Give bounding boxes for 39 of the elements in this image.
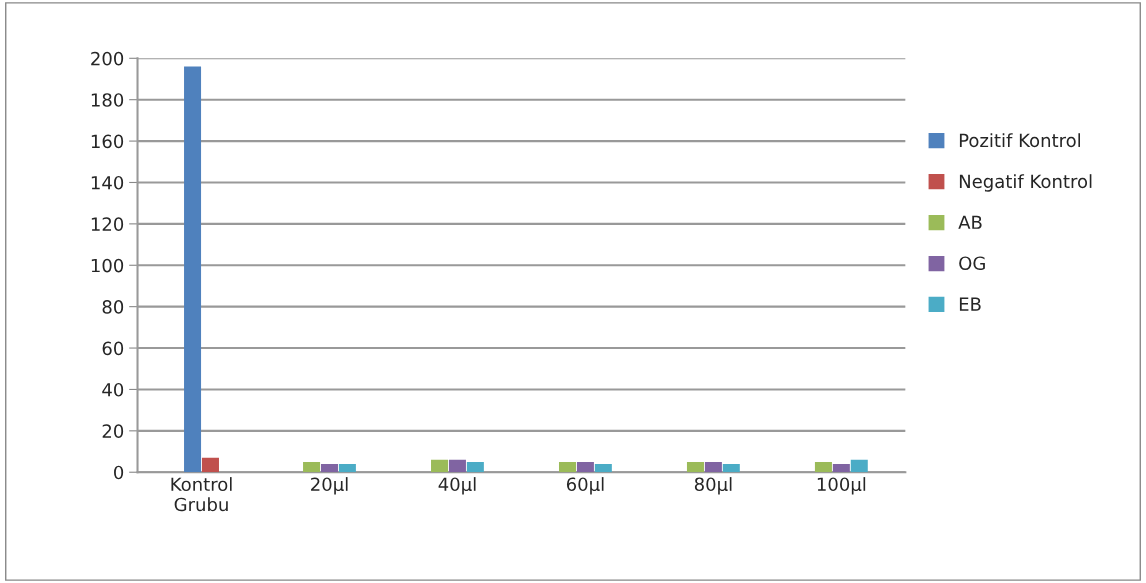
x-tick-label: 40µl: [438, 477, 476, 495]
x-tick-label: 20µl: [311, 477, 348, 495]
legend-label: Pozitif Kontrol: [959, 133, 1081, 148]
bar: [466, 461, 484, 473]
y-tick-label: 200: [91, 51, 124, 66]
bar: [320, 463, 338, 473]
y-tick-label: 80: [102, 300, 124, 314]
bar: [686, 461, 704, 473]
x-tick-label: 100µl: [817, 477, 866, 495]
bar: [722, 463, 740, 473]
y-tick-label: 0: [114, 465, 124, 480]
y-tick-label: 60: [102, 341, 124, 356]
legend-label: AB: [958, 215, 982, 229]
x-tick-label: 80µl: [694, 477, 732, 495]
bar: [558, 461, 577, 473]
x-tick-label: 60µl: [566, 477, 604, 495]
y-tick-label: 160: [91, 134, 124, 149]
legend-label: Negatif Kontrol: [959, 174, 1092, 192]
y-tick-label: 40: [102, 382, 124, 397]
bar: [448, 459, 466, 473]
bar: [704, 461, 722, 473]
bar: [201, 457, 219, 473]
legend-label: EB: [959, 297, 981, 311]
y-tick-label: 140: [91, 175, 124, 190]
bar: [431, 459, 449, 473]
y-tick-label: 120: [91, 217, 124, 231]
legend-label: OG: [959, 256, 985, 271]
bar: [303, 461, 321, 473]
y-tick-label: 20: [102, 424, 124, 438]
bar: [184, 66, 202, 473]
bar: [832, 463, 850, 473]
bar: [594, 463, 612, 473]
y-tick-label: 100: [91, 258, 124, 273]
x-tick-label: Kontrol Grubu: [171, 477, 232, 512]
bar: [338, 463, 356, 473]
bar: [814, 461, 832, 473]
bar: [576, 461, 594, 473]
y-tick-label: 180: [91, 93, 124, 107]
bar: [850, 459, 868, 473]
